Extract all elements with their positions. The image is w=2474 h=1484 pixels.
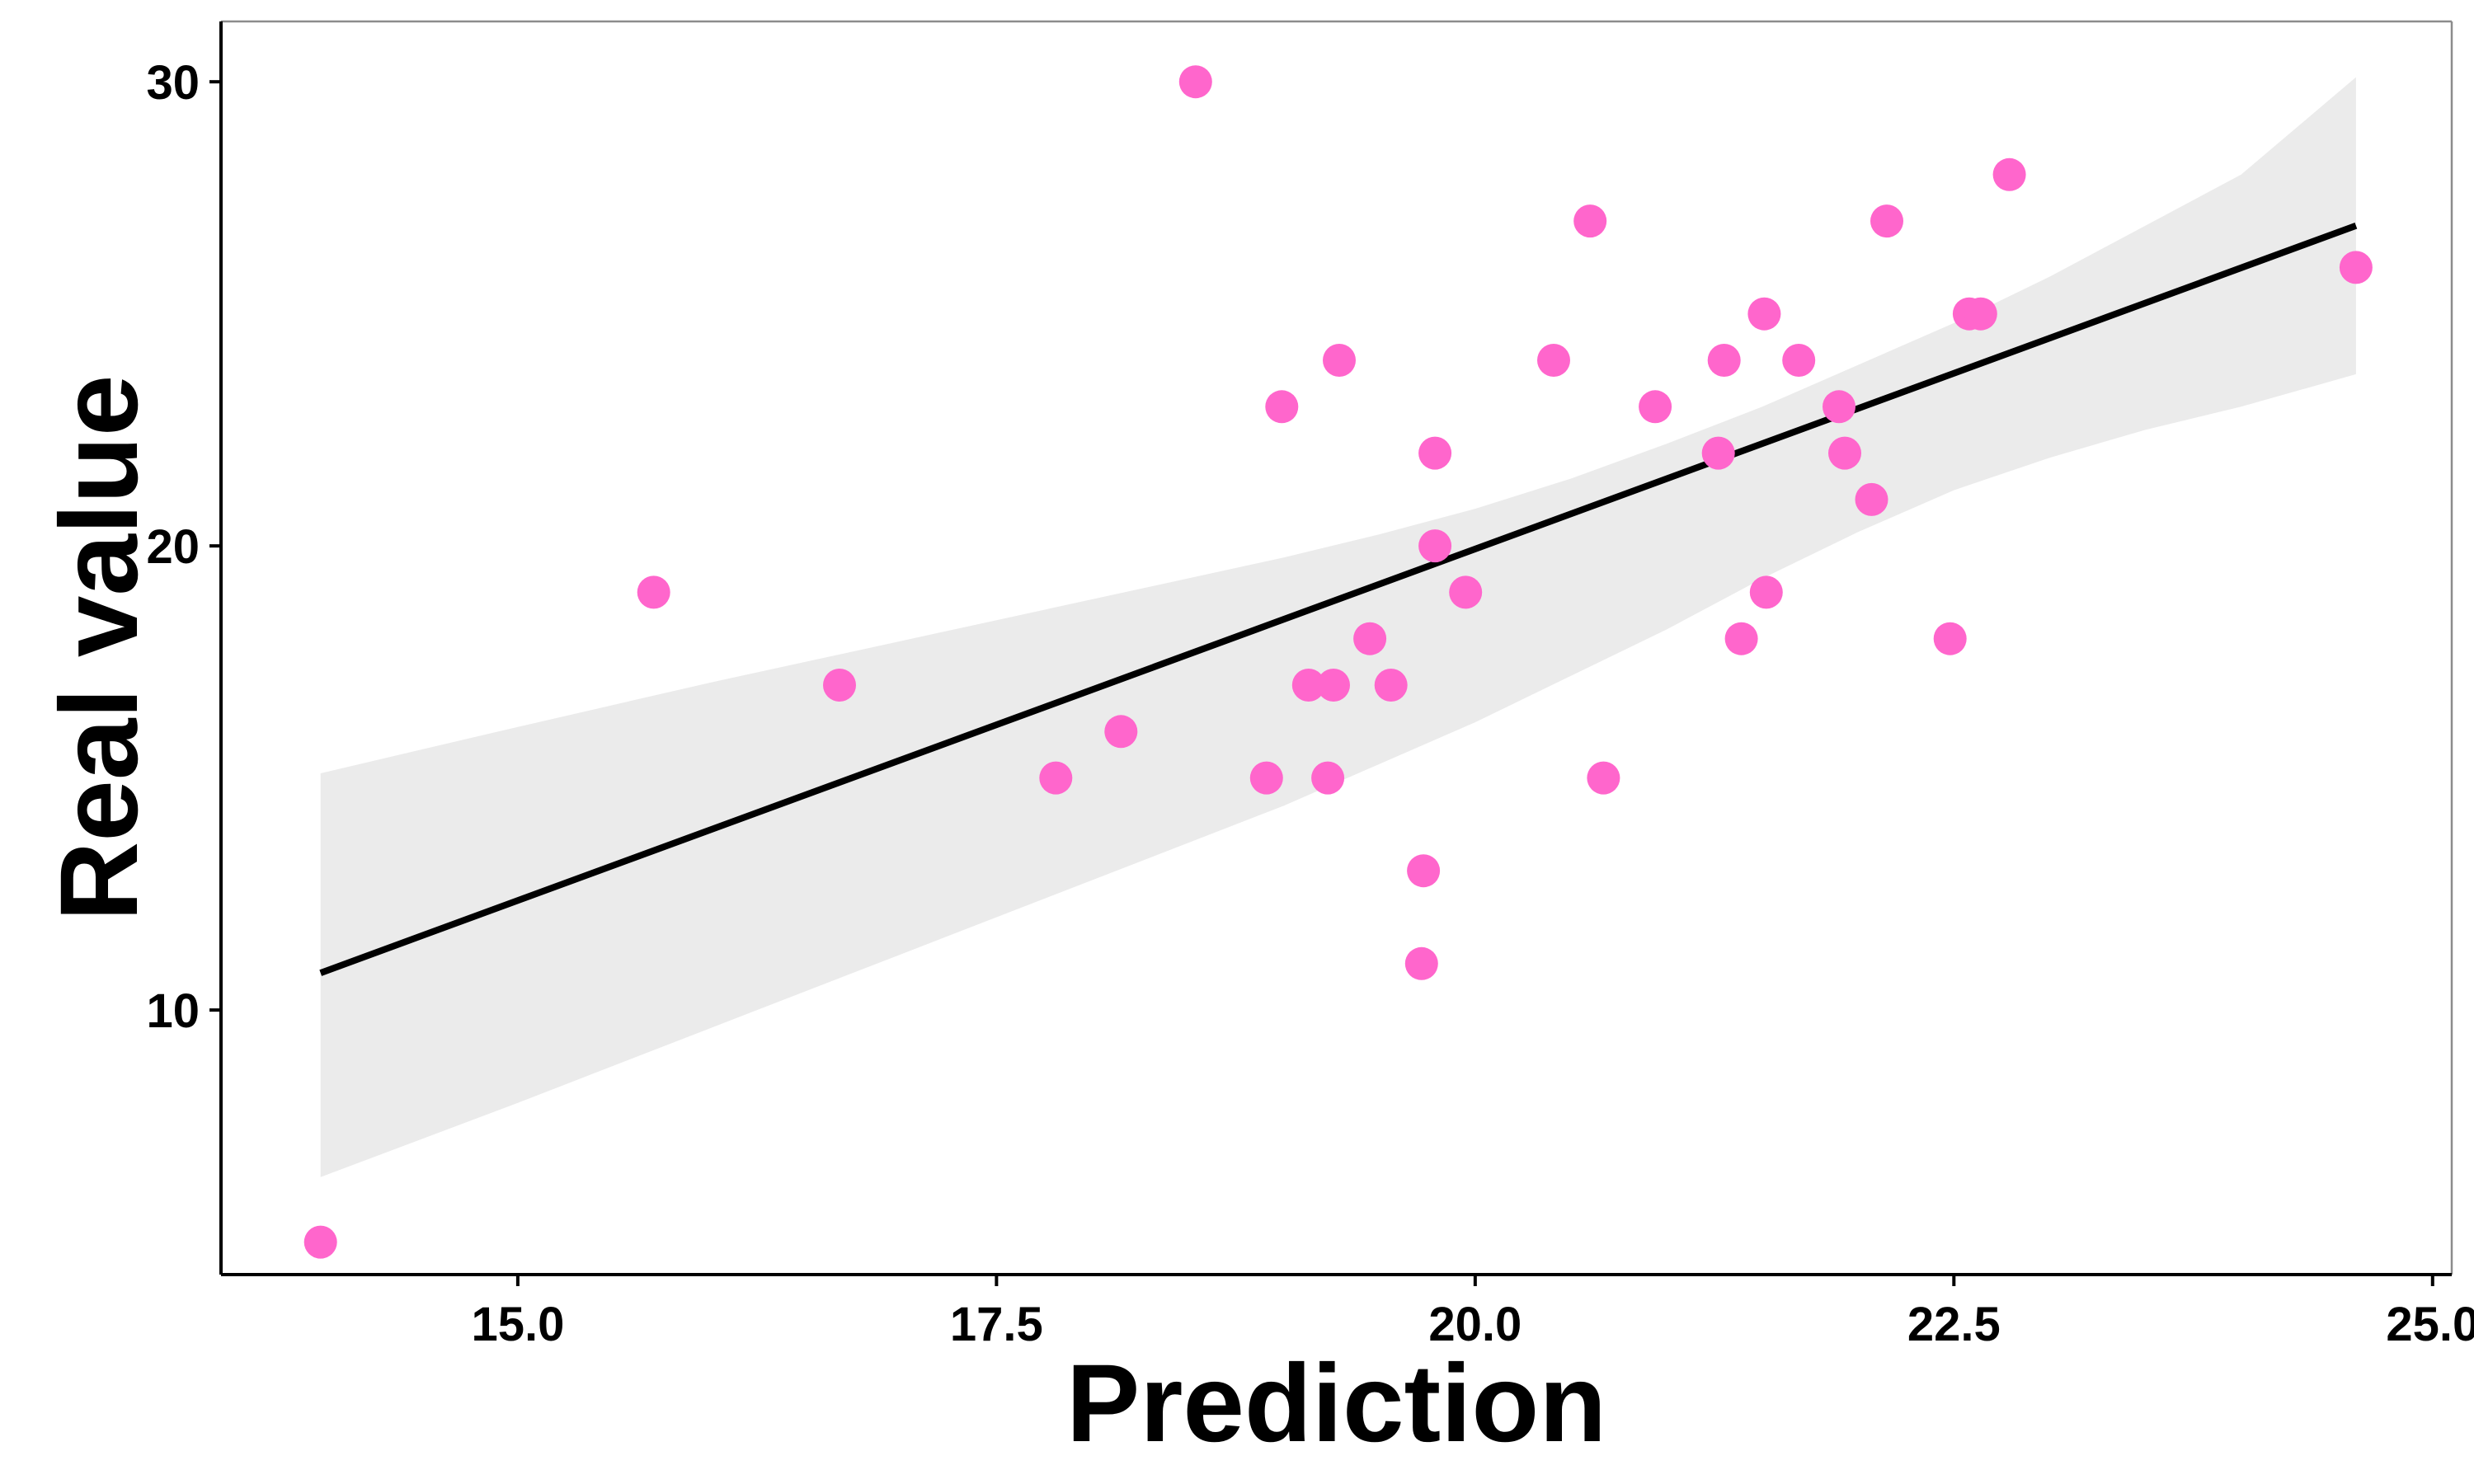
x-tick-label: 22.5	[1907, 1298, 2001, 1351]
data-point	[1855, 482, 1888, 516]
data-point	[1323, 344, 1356, 377]
data-point	[1291, 669, 1325, 702]
data-point	[1639, 390, 1672, 424]
x-axis-ticks: 15.0 17.5 20.0 22.5 25.0	[471, 1275, 2474, 1351]
data-point	[1537, 344, 1570, 377]
confidence-band-layer	[320, 77, 2356, 1177]
data-point	[1311, 761, 1345, 795]
data-point	[1265, 390, 1299, 424]
data-point	[1104, 715, 1138, 749]
data-point	[1724, 622, 1758, 655]
data-point	[1573, 204, 1607, 238]
x-tick-label: 20.0	[1428, 1298, 1522, 1351]
data-point	[1418, 436, 1452, 470]
data-point	[1749, 575, 1783, 609]
x-tick-label: 25.0	[2386, 1298, 2474, 1351]
data-point	[1782, 344, 1816, 377]
confidence-band	[320, 77, 2356, 1177]
data-point	[1353, 622, 1387, 655]
data-point	[1249, 761, 1283, 795]
data-point	[1992, 157, 2026, 191]
data-point	[1747, 297, 1781, 331]
data-point	[303, 1225, 337, 1259]
y-axis-ticks: 10 20 30	[146, 56, 221, 1038]
y-axis-title: Real value	[38, 375, 161, 922]
y-tick-label: 30	[146, 56, 200, 110]
data-point	[1587, 761, 1620, 795]
data-point	[1418, 529, 1452, 563]
data-point	[1964, 297, 1997, 331]
data-point	[823, 669, 856, 702]
data-points	[303, 65, 2373, 1259]
data-point	[1449, 575, 1483, 609]
x-tick-label: 17.5	[950, 1298, 1043, 1351]
data-point	[1707, 344, 1741, 377]
y-tick-label: 20	[146, 520, 200, 574]
data-point	[1823, 390, 1856, 424]
x-axis-title: Prediction	[1066, 1342, 1606, 1465]
x-tick-label: 15.0	[471, 1298, 564, 1351]
data-point	[1407, 854, 1441, 888]
data-point	[1178, 65, 1212, 99]
regression-line	[319, 222, 2358, 976]
panel-frame	[219, 20, 2453, 1276]
data-point	[1404, 946, 1438, 980]
data-point	[1039, 761, 1073, 795]
y-tick-label: 10	[146, 984, 200, 1038]
data-point	[1374, 669, 1408, 702]
data-point	[1317, 669, 1350, 702]
data-point	[1701, 436, 1735, 470]
data-point	[637, 575, 670, 609]
data-point	[1933, 622, 1967, 655]
data-point	[2339, 251, 2373, 284]
data-point	[1870, 204, 1903, 238]
data-point	[1828, 436, 1861, 470]
fit-line-layer	[319, 222, 2358, 976]
